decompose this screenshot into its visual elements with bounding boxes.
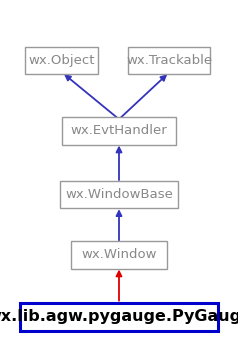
FancyBboxPatch shape	[60, 181, 178, 208]
Text: wx.Window: wx.Window	[81, 248, 157, 261]
Text: wx.Object: wx.Object	[29, 54, 95, 67]
FancyBboxPatch shape	[71, 241, 167, 269]
Text: wx.EvtHandler: wx.EvtHandler	[71, 125, 167, 138]
Text: wx.WindowBase: wx.WindowBase	[65, 188, 173, 201]
FancyBboxPatch shape	[20, 303, 218, 331]
FancyBboxPatch shape	[128, 47, 210, 74]
Text: wx.lib.agw.pygauge.PyGauge: wx.lib.agw.pygauge.PyGauge	[0, 310, 238, 324]
FancyBboxPatch shape	[25, 47, 99, 74]
FancyBboxPatch shape	[62, 117, 176, 145]
Text: wx.Trackable: wx.Trackable	[126, 54, 212, 67]
